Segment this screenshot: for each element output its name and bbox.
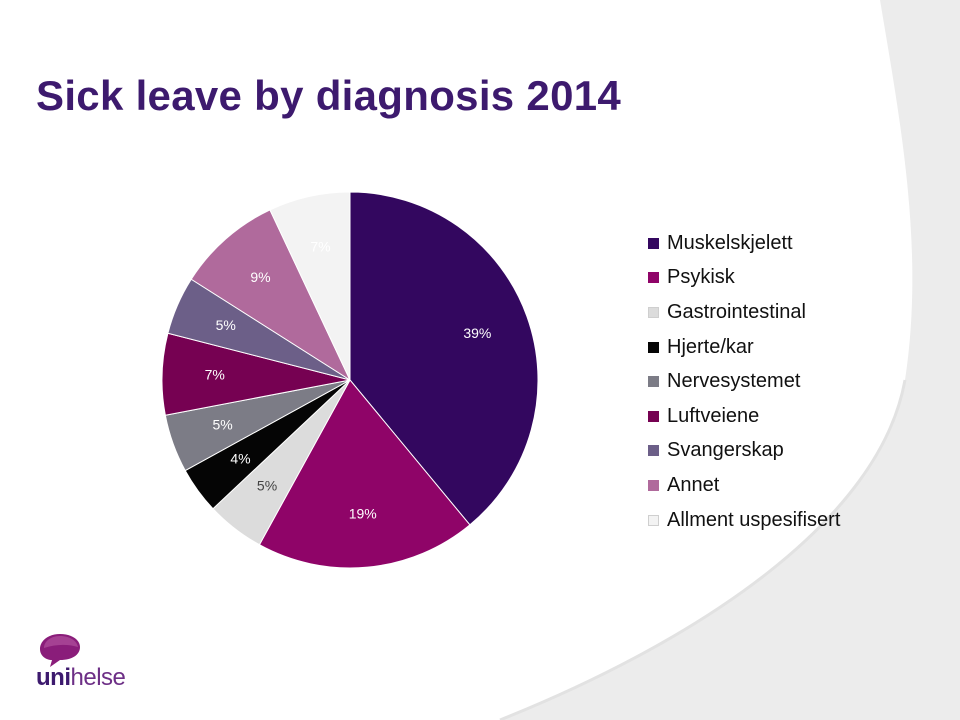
- data-label-svangerskap: 5%: [216, 317, 236, 333]
- legend-label: Hjerte/kar: [667, 335, 754, 358]
- data-label-luftveiene: 7%: [205, 366, 225, 382]
- logo-part-uni: uni: [36, 664, 71, 691]
- legend-swatch: [648, 445, 659, 457]
- legend-label: Luftveiene: [667, 404, 760, 427]
- legend-item-svangerskap: Svangerskap: [648, 434, 840, 469]
- pie-slice-allment-uspesifisert: [269, 191, 351, 381]
- legend-item-muskelskjelett: Muskelskjelett: [648, 226, 840, 261]
- data-label-allment-uspesifisert: 7%: [310, 239, 330, 255]
- legend-item-allment-uspesifisert: Allment uspesifisert: [648, 503, 840, 538]
- legend-item-hjerte-kar: Hjerte/kar: [648, 330, 840, 365]
- legend-item-annet: Annet: [648, 468, 840, 503]
- data-label-hjerte-kar: 4%: [230, 450, 250, 466]
- legend-label: Svangerskap: [667, 439, 784, 462]
- legend-swatch: [648, 410, 659, 422]
- legend-swatch: [648, 479, 659, 491]
- legend-swatch: [648, 237, 659, 249]
- data-label-annet: 9%: [250, 269, 270, 285]
- legend-label: Nervesystemet: [667, 370, 801, 393]
- legend-swatch: [648, 376, 659, 388]
- legend-label: Psykisk: [667, 266, 735, 289]
- legend-item-luftveiene: Luftveiene: [648, 399, 840, 434]
- unihelse-logo-text: unihelse: [36, 664, 126, 692]
- legend-label: Muskelskjelett: [667, 231, 793, 254]
- legend-label: Gastrointestinal: [667, 300, 806, 323]
- legend-item-psykisk: Psykisk: [648, 261, 840, 296]
- pie-slice-annet: [190, 209, 352, 382]
- data-label-psykisk: 19%: [349, 505, 377, 521]
- data-label-muskelskjelett: 39%: [463, 325, 491, 341]
- legend-item-gastrointestinal: Gastrointestinal: [648, 295, 840, 330]
- chart-legend: Muskelskjelett Psykisk Gastrointestinal Hje…: [648, 226, 840, 537]
- pie-slice-muskelskjelett: [349, 191, 539, 526]
- logo-part-helse: helse: [70, 664, 126, 691]
- legend-label: Allment uspesifisert: [667, 508, 841, 531]
- legend-swatch: [648, 306, 659, 318]
- pie-chart: 39% 19% 5% 4% 5% 7% 5% 9% 7%: [161, 191, 539, 569]
- legend-item-nervesystemet: Nervesystemet: [648, 364, 840, 399]
- slide-title: Sick leave by diagnosis 2014: [36, 72, 622, 119]
- legend-swatch: [648, 341, 659, 353]
- pie-slice-psykisk: [258, 379, 471, 569]
- data-label-gastrointestinal: 5%: [257, 478, 277, 494]
- legend-swatch: [648, 514, 659, 526]
- legend-label: Annet: [667, 473, 720, 496]
- legend-swatch: [648, 272, 659, 284]
- unihelse-logo-icon: [40, 634, 80, 667]
- data-label-nervesystemet: 5%: [213, 417, 233, 433]
